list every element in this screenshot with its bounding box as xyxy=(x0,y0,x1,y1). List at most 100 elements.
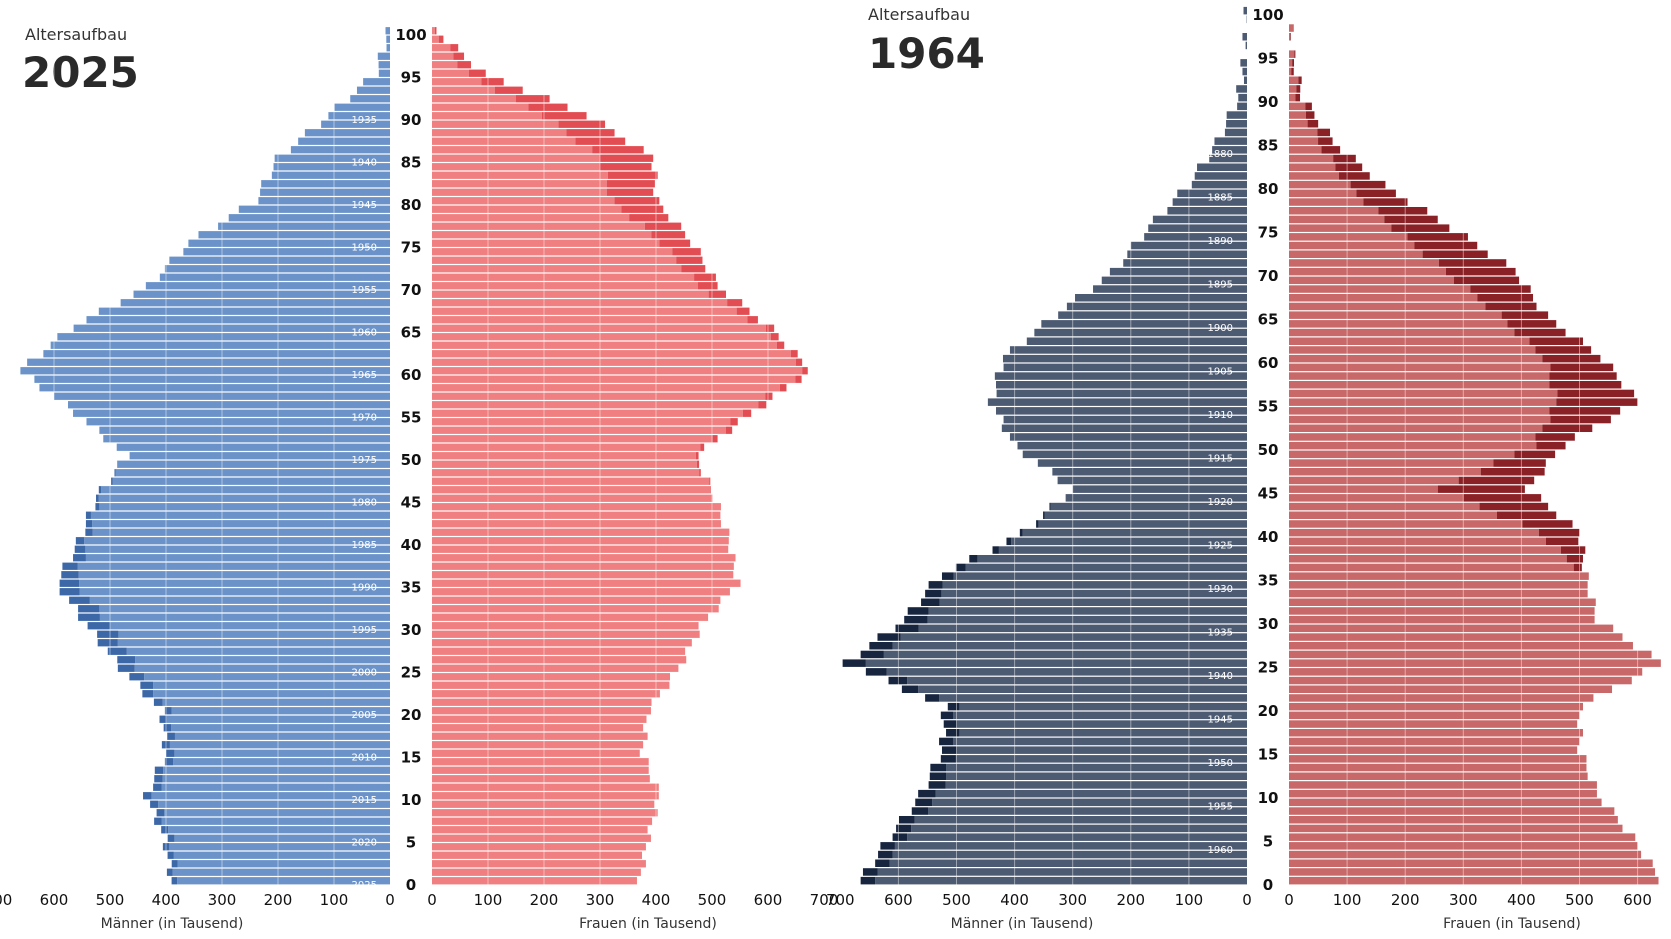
women-bar-age-79 xyxy=(432,205,622,213)
men-bar-age-84 xyxy=(1212,146,1247,154)
men-bar-age-100 xyxy=(1243,6,1247,15)
women-bar-age-38 xyxy=(1289,546,1561,554)
women-bar-age-8 xyxy=(1289,807,1615,815)
men-excess-bar-age-30 xyxy=(87,622,110,630)
age-tick-15: 15 xyxy=(1258,746,1279,764)
women-excess-bar-age-87 xyxy=(1307,120,1319,128)
men-bar-age-59 xyxy=(1003,363,1247,372)
men-bar-age-81 xyxy=(260,188,390,196)
women-bar-age-40 xyxy=(432,537,729,545)
women-xtick-0: 0 xyxy=(1284,891,1294,909)
men-bar-age-89 xyxy=(321,120,390,128)
men-excess-bar-age-23 xyxy=(888,676,908,685)
women-xtick-400: 400 xyxy=(642,891,671,909)
men-bar-age-24 xyxy=(886,668,1247,676)
birth-year-label-2025: 2025 xyxy=(352,880,377,891)
women-bar-age-32 xyxy=(432,605,719,613)
men-bar-age-98 xyxy=(386,44,390,52)
men-bar-age-44 xyxy=(99,503,391,511)
men-xtick-100: 100 xyxy=(1175,891,1204,909)
women-bar-age-86 xyxy=(432,146,593,154)
men-bar-age-26 xyxy=(883,650,1247,659)
women-bar-age-88 xyxy=(1289,111,1306,119)
birth-year-label-1945: 1945 xyxy=(1208,715,1233,726)
birth-year-label-1995: 1995 xyxy=(352,625,377,636)
men-bar-age-31 xyxy=(99,613,391,621)
men-bar-age-46 xyxy=(1057,476,1247,485)
men-bar-age-41 xyxy=(92,528,390,536)
men-bar-age-73 xyxy=(1130,241,1247,250)
birth-year-label-1935: 1935 xyxy=(352,115,377,126)
pyramid-2025: Altersaufbau 2025 Männer (in Tausend) Fr… xyxy=(0,25,838,932)
men-bar-age-97 xyxy=(1242,33,1247,41)
men-bar-age-64 xyxy=(57,333,391,341)
men-excess-bar-age-33 xyxy=(69,596,90,604)
women-excess-bar-age-91 xyxy=(528,103,568,111)
women-bar-age-94 xyxy=(1289,59,1293,67)
men-bar-age-26 xyxy=(135,656,390,664)
men-bar-age-6 xyxy=(168,826,390,834)
women-excess-bar-age-45 xyxy=(1437,485,1525,493)
women-bar-age-25 xyxy=(1289,659,1661,667)
women-bar-age-80 xyxy=(432,197,615,205)
women-excess-bar-age-65 xyxy=(765,324,775,332)
men-bar-age-61 xyxy=(1009,346,1247,354)
women-excess-bar-age-70 xyxy=(1445,267,1516,276)
women-bar-age-24 xyxy=(1289,668,1643,676)
men-bar-age-67 xyxy=(1075,294,1247,302)
women-bar-age-39 xyxy=(1289,537,1546,546)
women-excess-bar-age-58 xyxy=(1549,372,1617,380)
women-bar-age-11 xyxy=(1289,781,1597,789)
women-bar-age-12 xyxy=(1289,772,1588,780)
women-bar-age-94 xyxy=(432,78,482,86)
men-excess-bar-age-46 xyxy=(98,486,102,494)
women-bar-age-3 xyxy=(432,851,642,859)
women-bar-age-46 xyxy=(1289,476,1459,485)
age-tick-65: 65 xyxy=(1258,311,1279,329)
women-excess-bar-age-75 xyxy=(1391,224,1450,232)
women-bar-age-42 xyxy=(1289,511,1497,519)
men-excess-bar-age-20 xyxy=(947,702,960,711)
women-bar-age-9 xyxy=(1289,798,1602,807)
women-bar-age-75 xyxy=(432,239,660,247)
women-bar-age-48 xyxy=(432,469,700,477)
women-bar-age-86 xyxy=(1289,128,1318,137)
women-bar-age-5 xyxy=(1289,833,1636,841)
women-excess-bar-age-69 xyxy=(1454,276,1520,285)
women-bar-age-89 xyxy=(432,120,559,128)
women-bar-age-14 xyxy=(1289,755,1587,763)
women-excess-bar-age-71 xyxy=(694,273,716,281)
men-xtick-0: 0 xyxy=(385,891,395,909)
men-excess-bar-age-48 xyxy=(114,469,116,477)
women-bar-age-13 xyxy=(1289,763,1587,772)
women-bar-age-50 xyxy=(1289,441,1537,450)
women-bar-age-18 xyxy=(432,724,644,732)
men-bar-age-55 xyxy=(987,398,1247,406)
women-bar-age-49 xyxy=(432,460,697,468)
women-bar-age-77 xyxy=(432,222,645,230)
women-bar-age-96 xyxy=(432,61,458,69)
men-bar-age-91 xyxy=(1236,85,1247,93)
men-bar-age-63 xyxy=(50,341,390,349)
women-excess-bar-age-63 xyxy=(1514,328,1566,337)
women-bar-age-39 xyxy=(432,545,729,553)
men-bar-age-86 xyxy=(1224,128,1247,137)
women-excess-bar-age-76 xyxy=(1384,215,1438,224)
birth-year-label-1990: 1990 xyxy=(352,583,377,594)
women-bar-age-1 xyxy=(432,868,641,876)
men-bar-age-71 xyxy=(159,273,390,281)
women-excess-bar-age-83 xyxy=(1333,154,1356,163)
men-bar-age-18 xyxy=(956,720,1247,728)
men-excess-bar-age-5 xyxy=(167,834,175,842)
men-bar-age-82 xyxy=(261,180,390,188)
chart-title-2025: 2025 xyxy=(22,48,139,97)
men-bar-age-58 xyxy=(994,372,1247,380)
men-excess-bar-age-38 xyxy=(992,546,999,554)
men-bar-age-22 xyxy=(153,690,390,698)
women-bar-age-17 xyxy=(1289,729,1583,737)
women-excess-bar-age-53 xyxy=(726,426,733,434)
women-bar-age-11 xyxy=(432,783,659,791)
age-tick-30: 30 xyxy=(1258,615,1279,633)
women-excess-bar-age-85 xyxy=(1318,137,1333,145)
women-excess-bar-age-79 xyxy=(1356,189,1396,198)
